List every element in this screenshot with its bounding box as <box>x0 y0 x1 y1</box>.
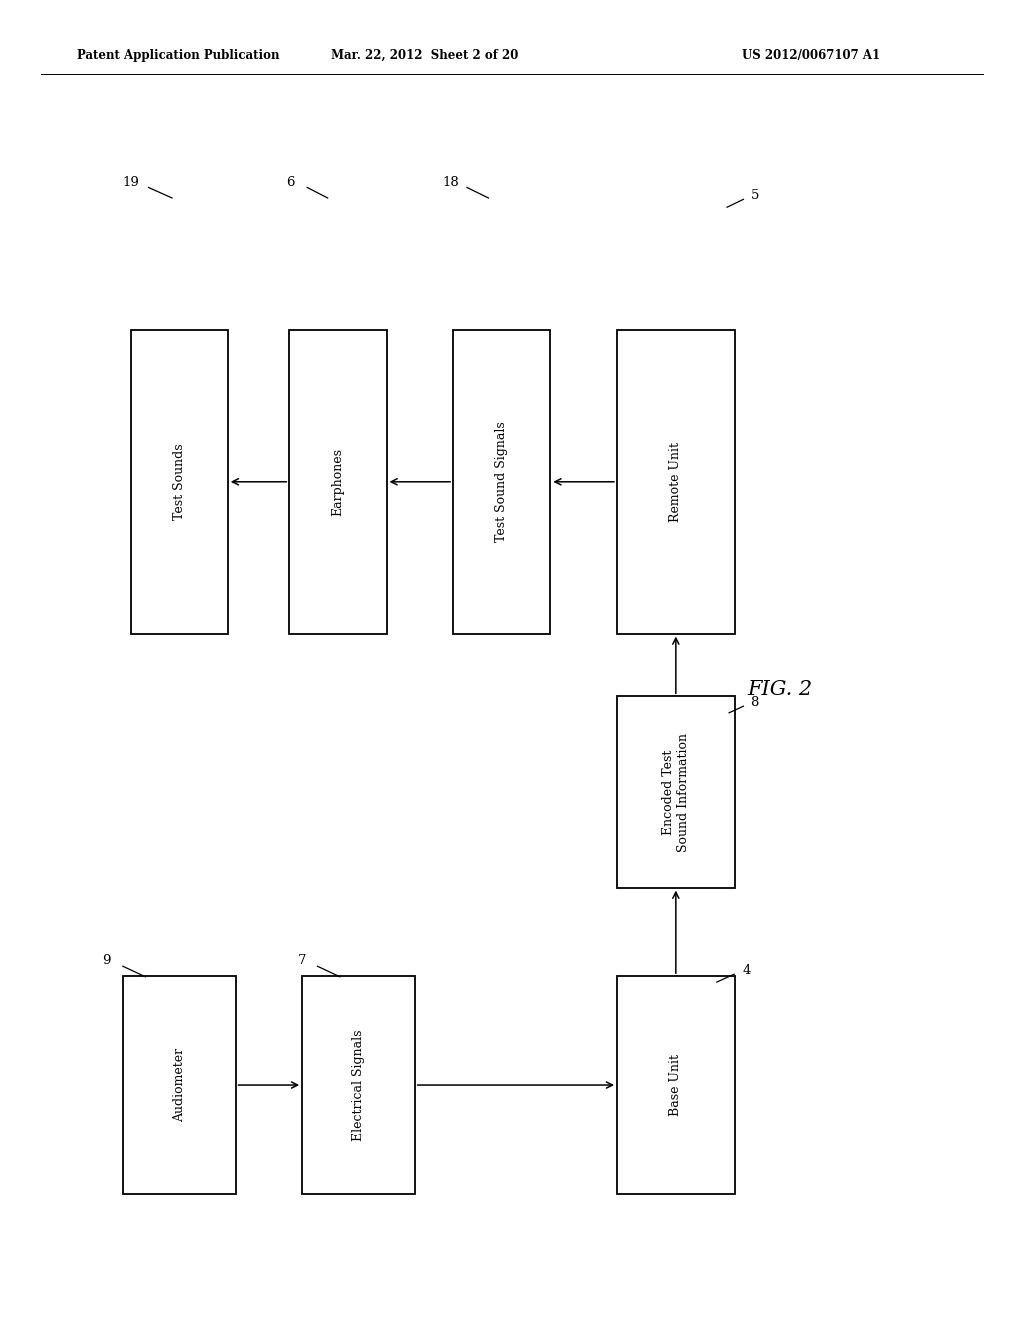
Text: Encoded Test
Sound Information: Encoded Test Sound Information <box>662 733 690 851</box>
Text: 8: 8 <box>751 696 759 709</box>
FancyBboxPatch shape <box>616 330 735 634</box>
Text: Base Unit: Base Unit <box>670 1055 682 1115</box>
Text: 9: 9 <box>102 954 111 968</box>
FancyBboxPatch shape <box>290 330 387 634</box>
Text: Earphones: Earphones <box>332 447 344 516</box>
FancyBboxPatch shape <box>131 330 227 634</box>
Text: FIG. 2: FIG. 2 <box>748 680 813 698</box>
FancyBboxPatch shape <box>616 977 735 1193</box>
Text: Test Sound Signals: Test Sound Signals <box>496 421 508 543</box>
Text: 4: 4 <box>742 964 751 977</box>
FancyBboxPatch shape <box>616 697 735 887</box>
Text: Test Sounds: Test Sounds <box>173 444 185 520</box>
Text: Audiometer: Audiometer <box>173 1048 185 1122</box>
FancyBboxPatch shape <box>453 330 551 634</box>
Text: Remote Unit: Remote Unit <box>670 442 682 521</box>
Text: 6: 6 <box>287 176 295 189</box>
Text: US 2012/0067107 A1: US 2012/0067107 A1 <box>742 49 881 62</box>
Text: 19: 19 <box>123 176 139 189</box>
Text: 7: 7 <box>298 954 306 968</box>
Text: Mar. 22, 2012  Sheet 2 of 20: Mar. 22, 2012 Sheet 2 of 20 <box>332 49 518 62</box>
FancyBboxPatch shape <box>302 977 415 1193</box>
FancyBboxPatch shape <box>123 977 236 1193</box>
Text: Patent Application Publication: Patent Application Publication <box>77 49 280 62</box>
Text: 5: 5 <box>751 189 759 202</box>
Text: Electrical Signals: Electrical Signals <box>352 1030 365 1140</box>
Text: 18: 18 <box>442 176 459 189</box>
